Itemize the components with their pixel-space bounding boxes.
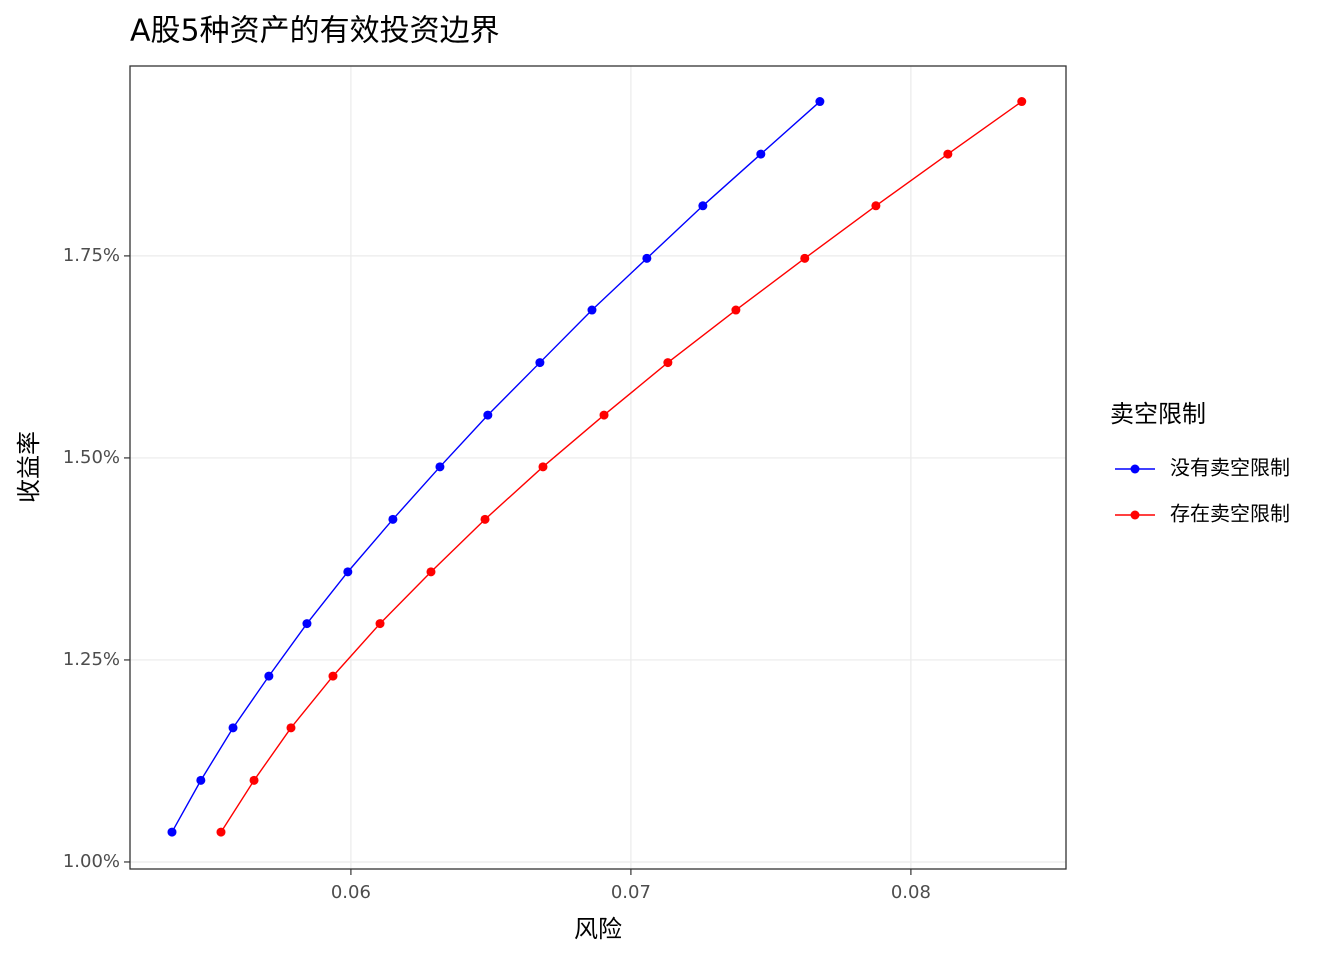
legend-title: 卖空限制 <box>1110 400 1206 428</box>
x-tick-label: 0.06 <box>331 882 371 903</box>
legend-label: 存在卖空限制 <box>1170 502 1290 526</box>
data-point <box>388 514 398 524</box>
series-line <box>171 101 821 833</box>
y-tick-label: 1.75% <box>63 245 120 266</box>
legend-label: 没有卖空限制 <box>1170 456 1290 480</box>
data-point <box>286 723 296 733</box>
data-point <box>1017 97 1027 107</box>
data-point <box>228 723 238 733</box>
chart-title: A股5种资产的有效投资边界 <box>130 14 500 49</box>
data-point <box>538 462 548 472</box>
data-point <box>328 671 338 681</box>
data-point <box>216 827 226 837</box>
data-point <box>642 253 652 263</box>
data-point <box>756 149 766 159</box>
data-point <box>535 358 545 368</box>
y-tick-label: 1.50% <box>63 447 120 468</box>
legend-point <box>1130 464 1140 474</box>
legend-point <box>1130 510 1140 520</box>
data-point <box>663 358 673 368</box>
data-point <box>815 97 825 107</box>
data-point <box>167 827 177 837</box>
data-point <box>343 567 353 577</box>
x-axis-label: 风险 <box>574 915 622 943</box>
y-tick-label: 1.00% <box>63 851 120 872</box>
data-point <box>800 253 810 263</box>
data-point <box>587 305 597 315</box>
x-tick-label: 0.08 <box>891 882 931 903</box>
data-point <box>302 619 312 629</box>
data-point <box>483 410 493 420</box>
data-point <box>943 149 953 159</box>
data-point <box>480 514 490 524</box>
data-point <box>599 410 609 420</box>
y-tick-label: 1.25% <box>63 649 120 670</box>
data-point <box>196 775 206 785</box>
data-point <box>264 671 274 681</box>
x-tick-label: 0.07 <box>611 882 651 903</box>
series-line <box>220 100 1023 833</box>
data-point <box>249 775 259 785</box>
data-point <box>426 567 436 577</box>
plot-border <box>129 65 1067 870</box>
data-point <box>435 462 445 472</box>
data-point <box>871 201 881 211</box>
y-axis-label: 收益率 <box>15 431 43 503</box>
data-point <box>698 201 708 211</box>
data-point <box>731 305 741 315</box>
data-point <box>375 619 385 629</box>
